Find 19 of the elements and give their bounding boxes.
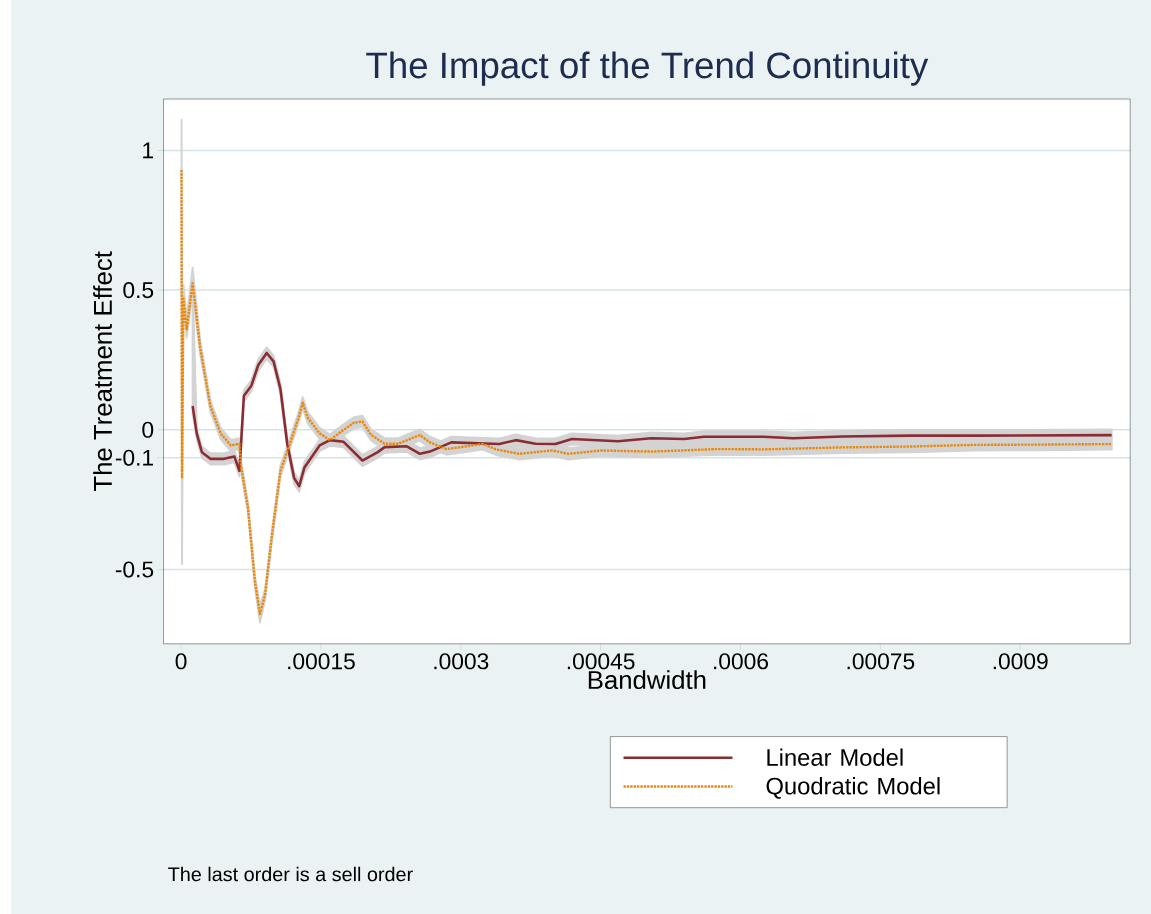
x-tick-label: 0 <box>175 653 187 670</box>
legend-label: Quodratic Model <box>766 777 940 799</box>
y-tick-label: -0.5 <box>115 561 154 578</box>
y-tick-label: 1 <box>143 142 153 159</box>
x-axis-title: Bandwidth <box>588 670 706 690</box>
y-tick-label: 0.5 <box>123 281 154 299</box>
x-tick-label: .0006 <box>714 653 768 670</box>
text: The last order is a sell order <box>168 866 413 882</box>
y-tick-label: -0.1 <box>115 449 153 466</box>
x-tick-label: .00045 <box>567 653 635 670</box>
x-tick-label: .00075 <box>847 653 915 670</box>
x-tick-label: .0009 <box>993 653 1048 670</box>
x-tick-label: .00015 <box>288 653 355 670</box>
legend-label: Linear Model <box>767 748 903 766</box>
y-tick-label: 0 <box>142 421 154 438</box>
x-tick-label: .0003 <box>434 653 489 670</box>
chart-title: The Impact of the Trend Continuity <box>366 51 929 86</box>
y-axis-title: The Treatment Effect <box>93 251 112 491</box>
line-series <box>191 351 1113 488</box>
